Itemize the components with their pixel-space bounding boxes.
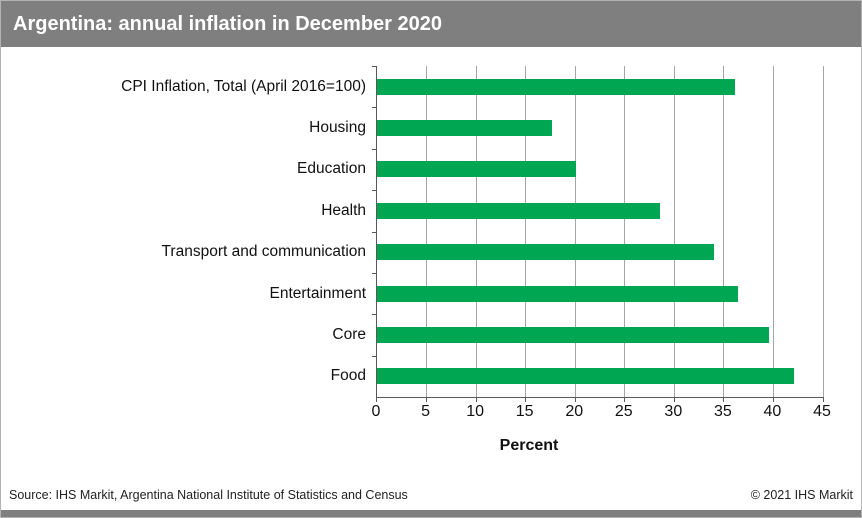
x-tick-label-20: 20: [565, 403, 584, 420]
bar-5: [377, 285, 738, 302]
y-axis-tick: [372, 314, 377, 316]
y-axis-tick: [372, 66, 377, 67]
plot-area: [372, 66, 824, 402]
category-label-3: Health: [321, 201, 366, 219]
x-axis-tick: [772, 397, 774, 402]
gridline-x-45: [822, 66, 824, 397]
category-label-6: Core: [332, 325, 366, 343]
x-tick-label-10: 10: [466, 403, 484, 420]
x-axis-tick: [475, 397, 477, 402]
bar-2: [377, 161, 577, 178]
category-label-4: Transport and communication: [161, 243, 366, 261]
y-axis-tick: [372, 190, 377, 192]
x-tick-label-5: 5: [421, 403, 430, 420]
page-title: Argentina: annual inflation in December …: [13, 13, 442, 35]
x-tick-label-30: 30: [664, 403, 683, 420]
y-axis-tick: [372, 272, 377, 274]
bar-0: [377, 78, 735, 95]
gridline-x-30: [673, 66, 675, 397]
x-tick-label-15: 15: [515, 403, 534, 420]
x-axis-tick: [574, 397, 576, 402]
gridline-x-25: [624, 66, 626, 397]
category-label-7: Food: [330, 367, 366, 385]
bar-4: [377, 244, 714, 261]
gridline-x-20: [574, 66, 576, 397]
category-label-2: Education: [297, 160, 366, 178]
x-axis-tick: [822, 397, 824, 402]
y-axis-tick: [372, 148, 377, 150]
x-tick-label-45: 45: [813, 403, 831, 420]
bar-3: [377, 202, 661, 219]
bar-1: [377, 120, 553, 137]
bar-6: [377, 326, 770, 343]
gridline-x-10: [475, 66, 477, 397]
category-label-5: Entertainment: [269, 284, 367, 302]
y-axis-tick: [372, 231, 377, 233]
copyright-note: © 2021 IHS Markit: [750, 488, 853, 502]
category-label-1: Housing: [309, 119, 366, 137]
x-tick-label-0: 0: [371, 403, 381, 420]
y-axis-tick: [372, 355, 377, 357]
x-axis-tick: [426, 397, 428, 402]
x-axis-tick: [376, 397, 377, 402]
chart-title-bar: Argentina: annual inflation in December …: [1, 1, 861, 47]
x-axis-tick: [673, 397, 675, 402]
gridline-x-5: [426, 66, 428, 397]
bar-7: [377, 368, 795, 385]
bottom-strip: [1, 510, 861, 517]
gridline-x-35: [723, 66, 725, 397]
source-note: Source: IHS Markit, Argentina National I…: [9, 488, 408, 502]
x-axis-title: Percent: [499, 437, 559, 454]
gridline-x-15: [525, 66, 527, 397]
footer: Source: IHS Markit, Argentina National I…: [9, 484, 853, 506]
x-tick-label-35: 35: [713, 403, 732, 420]
x-axis-tick: [723, 397, 725, 402]
x-axis-tick: [624, 397, 626, 402]
x-tick-label-40: 40: [763, 403, 782, 420]
y-axis-tick: [372, 107, 377, 109]
gridline-x-40: [772, 66, 774, 397]
x-axis-tick: [525, 397, 527, 402]
x-tick-label-25: 25: [614, 403, 633, 420]
category-label-0: CPI Inflation, Total (April 2016=100): [121, 77, 366, 95]
